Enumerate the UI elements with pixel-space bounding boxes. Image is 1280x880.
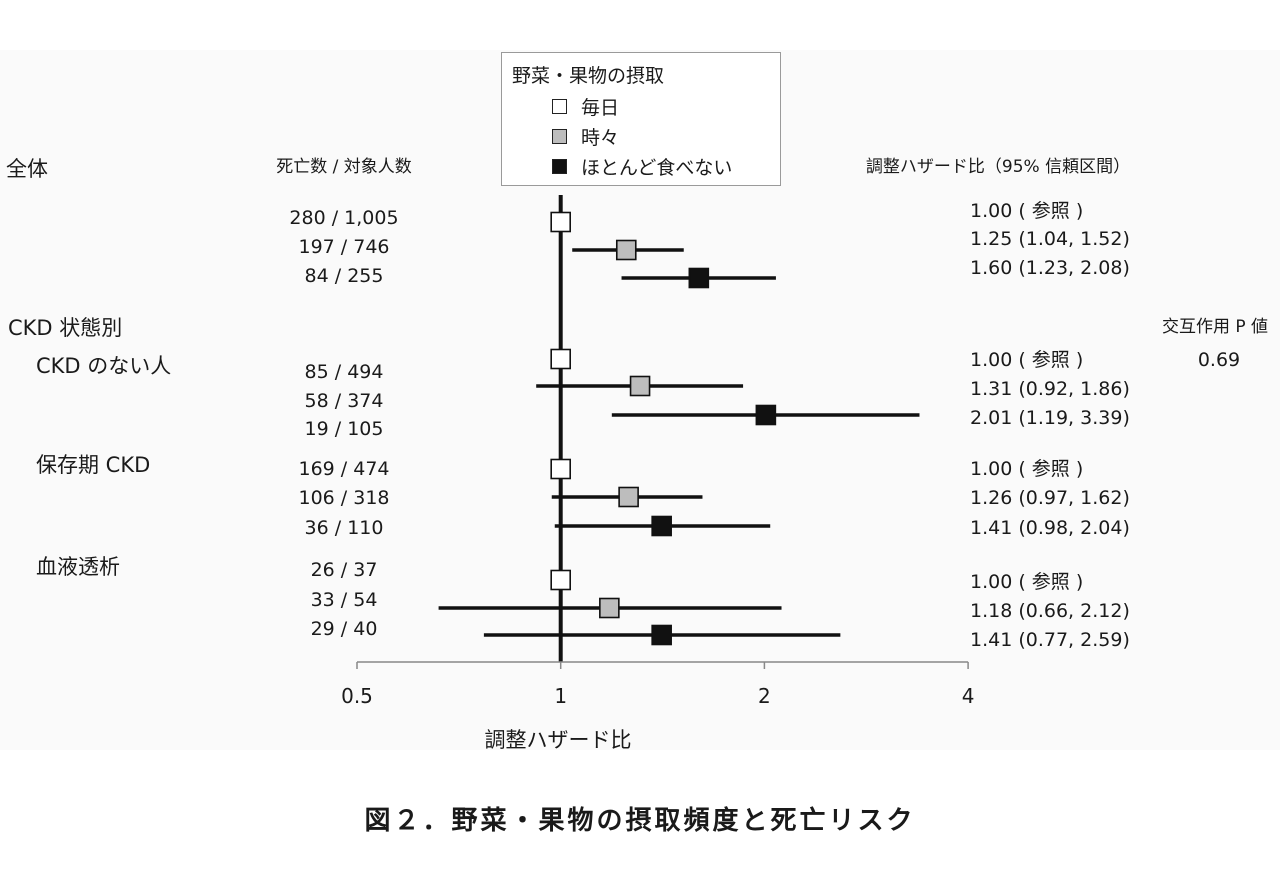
figure-caption: 図２．野菜・果物の摂取頻度と死亡リスク	[364, 806, 916, 836]
hr-label-0-0: 1.00 ( 参照 )	[970, 200, 1083, 222]
hr-label-1-1: 1.31 (0.92, 1.86)	[970, 378, 1130, 400]
hr-marker-2-1	[618, 486, 639, 508]
hr-label-2-2: 1.41 (0.98, 2.04)	[970, 517, 1130, 539]
group-label-0: 全体	[6, 157, 48, 181]
hr-header: 調整ハザード比（95% 信頼区間）	[866, 157, 1130, 177]
hr-label-2-1: 1.26 (0.97, 1.62)	[970, 487, 1130, 509]
legend: 野菜・果物の摂取 毎日 時々 ほとんど食べない	[501, 52, 781, 186]
hr-label-0-1: 1.25 (1.04, 1.52)	[970, 228, 1130, 250]
count-label-1-2: 19 / 105	[305, 418, 384, 440]
count-label-2-2: 36 / 110	[305, 517, 384, 539]
legend-label-daily: 毎日	[581, 97, 620, 119]
legend-label-rarely: ほとんど食べない	[581, 157, 733, 179]
x-tick-label-0: 0.5	[341, 684, 373, 708]
count-label-0-1: 197 / 746	[298, 236, 389, 258]
hr-marker-0-1	[615, 239, 637, 261]
hr-marker-2-2	[651, 515, 672, 537]
group-label-1: CKD のない人	[36, 354, 171, 378]
count-label-3-1: 33 / 54	[311, 589, 378, 611]
legend-title: 野菜・果物の摂取	[512, 65, 665, 87]
hr-marker-3-0	[550, 569, 572, 591]
legend-item-sometimes: 時々	[552, 123, 619, 150]
x-tick-label-2: 2	[758, 684, 771, 708]
legend-swatch-rarely	[552, 159, 567, 174]
count-label-3-2: 29 / 40	[311, 618, 378, 640]
group-label-2: 保存期 CKD	[36, 453, 150, 477]
count-label-1-1: 58 / 374	[305, 390, 384, 412]
hr-label-3-0: 1.00 ( 参照 )	[970, 571, 1083, 593]
group-header-ckd: CKD 状態別	[8, 316, 122, 340]
counts-header: 死亡数 / 対象人数	[276, 157, 412, 177]
hr-marker-1-1	[629, 375, 651, 397]
x-tick-label-3: 4	[962, 684, 975, 708]
hr-label-2-0: 1.00 ( 参照 )	[970, 458, 1083, 480]
hr-marker-1-2	[755, 404, 777, 426]
hr-marker-2-0	[550, 458, 572, 480]
count-label-1-0: 85 / 494	[305, 361, 384, 383]
hr-marker-3-2	[651, 624, 672, 646]
legend-swatch-daily	[552, 99, 567, 114]
hr-label-3-1: 1.18 (0.66, 2.12)	[970, 600, 1130, 622]
hr-label-1-0: 1.00 ( 参照 )	[970, 349, 1083, 371]
count-label-2-1: 106 / 318	[298, 487, 389, 509]
count-label-0-2: 84 / 255	[305, 265, 384, 287]
hr-label-0-2: 1.60 (1.23, 2.08)	[970, 257, 1130, 279]
x-axis-label: 調整ハザード比	[485, 728, 632, 752]
count-label-2-0: 169 / 474	[298, 458, 389, 480]
count-label-0-0: 280 / 1,005	[289, 207, 398, 229]
interaction-p-header: 交互作用 P 値	[1162, 317, 1268, 337]
hr-label-1-2: 2.01 (1.19, 3.39)	[970, 407, 1130, 429]
group-label-3: 血液透析	[36, 555, 120, 579]
count-label-3-0: 26 / 37	[311, 559, 378, 581]
hr-label-3-2: 1.41 (0.77, 2.59)	[970, 629, 1130, 651]
hr-marker-0-2	[688, 267, 710, 289]
hr-marker-1-0	[550, 348, 572, 370]
x-tick-label-1: 1	[554, 684, 567, 708]
legend-swatch-sometimes	[552, 129, 567, 144]
legend-label-sometimes: 時々	[581, 127, 620, 149]
legend-item-daily: 毎日	[552, 93, 619, 120]
hr-marker-0-0	[550, 211, 572, 233]
interaction-p-value: 0.69	[1198, 349, 1240, 371]
legend-item-rarely: ほとんど食べない	[552, 153, 732, 180]
hr-marker-3-1	[599, 597, 620, 619]
